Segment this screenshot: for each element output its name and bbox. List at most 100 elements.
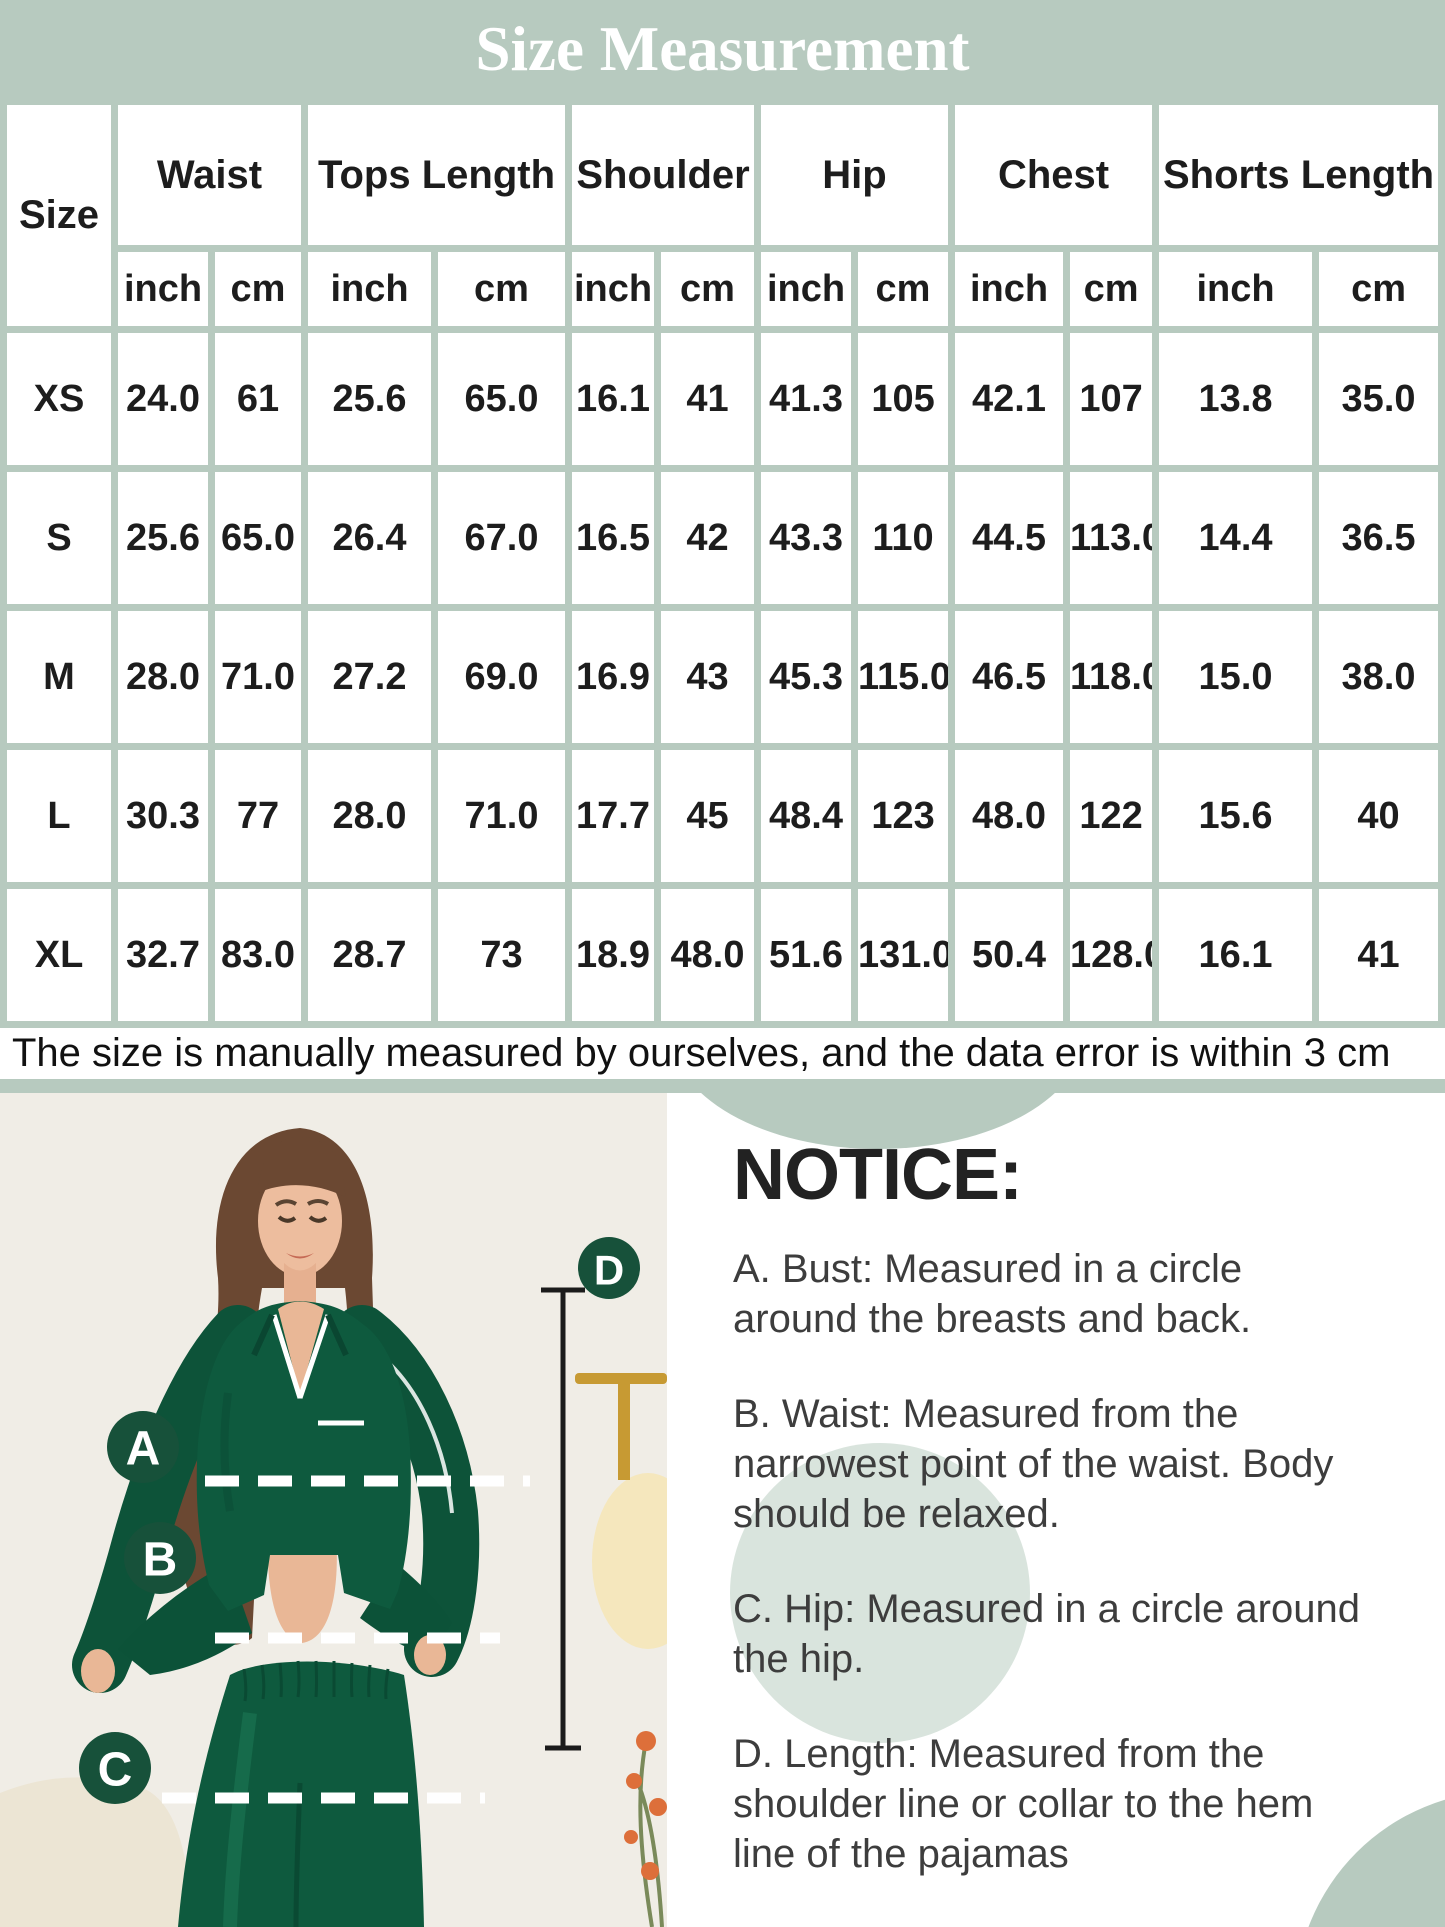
notice-item-hip: C. Hip: Measured in a circle around the … xyxy=(733,1587,1360,1681)
measurement-cell: 16.5 xyxy=(572,472,655,604)
unit-header: inch xyxy=(118,252,208,326)
measurement-cell: 51.6 xyxy=(761,889,852,1021)
measurement-cell: 15.0 xyxy=(1159,611,1313,743)
measurement-cell: 115.0 xyxy=(858,611,949,743)
measurement-cell: 43.3 xyxy=(761,472,852,604)
left-hand xyxy=(81,1649,115,1693)
table-row-xl: XL 32.7 83.0 28.7 73 18.9 48.0 51.6 131.… xyxy=(7,889,1439,1021)
measurement-cell: 36.5 xyxy=(1319,472,1439,604)
neckline xyxy=(278,1301,324,1395)
waistband-gathers xyxy=(242,1660,390,1702)
unit-header: inch xyxy=(761,252,852,326)
table-row-l: L 30.3 77 28.0 71.0 17.7 45 48.4 123 48.… xyxy=(7,750,1439,882)
marker-d-label: D xyxy=(594,1247,624,1294)
measurement-cell: 16.1 xyxy=(572,333,655,465)
col-header-size: Size xyxy=(7,105,111,326)
unit-header: cm xyxy=(438,252,566,326)
measurement-cell: 30.3 xyxy=(118,750,208,882)
measurement-cell: 105 xyxy=(858,333,949,465)
measurement-cell: 45 xyxy=(661,750,755,882)
measurement-cell: 43 xyxy=(661,611,755,743)
measurement-cell: 28.0 xyxy=(118,611,208,743)
measurement-cell: 113.0 xyxy=(1070,472,1153,604)
hair-fringe xyxy=(258,1137,346,1197)
unit-header: cm xyxy=(1319,252,1439,326)
midriff xyxy=(267,1533,337,1643)
measurement-cell: 131.0 xyxy=(858,889,949,1021)
measurement-cell: 73 xyxy=(438,889,566,1021)
measurement-cell: 35.0 xyxy=(1319,333,1439,465)
bottom-section: A B C D NOTICE: A. Bust: Measured in a c… xyxy=(0,1086,1445,1927)
decorative-circle xyxy=(730,1443,1030,1743)
measurement-cell: 65.0 xyxy=(438,333,566,465)
fabric-shading xyxy=(220,1392,234,1512)
measurement-cell: 69.0 xyxy=(438,611,566,743)
eyebrows xyxy=(274,1199,330,1207)
table-row-xs: XS 24.0 61 25.6 65.0 16.1 41 41.3 105 42… xyxy=(7,333,1439,465)
measurement-disclaimer: The size is manually measured by ourselv… xyxy=(0,1028,1445,1086)
measurement-cell: 44.5 xyxy=(955,472,1064,604)
unit-header: inch xyxy=(955,252,1064,326)
table-row-s: S 25.6 65.0 26.4 67.0 16.5 42 43.3 110 4… xyxy=(7,472,1439,604)
size-measurement-table: Size Waist Tops Length Shoulder Hip Ches… xyxy=(0,98,1445,1028)
measurement-cell: 48.0 xyxy=(955,750,1064,882)
unit-header: cm xyxy=(661,252,755,326)
table-header-row: Size Waist Tops Length Shoulder Hip Ches… xyxy=(7,105,1439,326)
measurement-cell: 42.1 xyxy=(955,333,1064,465)
pajama-top xyxy=(196,1301,411,1611)
size-label: XS xyxy=(7,333,111,465)
marker-a-label: A xyxy=(126,1423,161,1476)
marker-b-badge: B xyxy=(124,1522,196,1594)
measurement-cell: 24.0 xyxy=(118,333,208,465)
table-unit-row: inch cm inch cm inch cm inch cm inch cm … xyxy=(7,252,1439,326)
measurement-cell: 122 xyxy=(1070,750,1153,882)
measurement-cell: 107 xyxy=(1070,333,1153,465)
measurement-cell: 26.4 xyxy=(308,472,432,604)
pant-highlight xyxy=(223,1712,257,1927)
model-photo-figure: A B C D xyxy=(0,1093,667,1927)
right-hand xyxy=(414,1635,446,1675)
measurement-cell: 110 xyxy=(858,472,949,604)
unit-header: cm xyxy=(858,252,949,326)
measurement-cell: 48.0 xyxy=(661,889,755,1021)
measurement-cell: 45.3 xyxy=(761,611,852,743)
measurement-cell: 46.5 xyxy=(955,611,1064,743)
lips xyxy=(286,1253,314,1259)
measurement-cell: 27.2 xyxy=(308,611,432,743)
measurement-cell: 41 xyxy=(1319,889,1439,1021)
measurement-cell: 48.4 xyxy=(761,750,852,882)
section-divider xyxy=(0,1086,1445,1093)
measurement-cell: 25.6 xyxy=(308,333,432,465)
unit-header: cm xyxy=(215,252,302,326)
measurement-cell: 123 xyxy=(858,750,949,882)
marker-c-badge: C xyxy=(79,1732,151,1804)
notice-heading: NOTICE: xyxy=(733,1135,1023,1215)
size-label: M xyxy=(7,611,111,743)
measurement-cell: 25.6 xyxy=(118,472,208,604)
gold-lamp xyxy=(575,1373,667,1649)
marker-b-label: B xyxy=(143,1534,178,1587)
measurement-cell: 71.0 xyxy=(215,611,302,743)
measurement-cell: 32.7 xyxy=(118,889,208,1021)
measurement-cell: 67.0 xyxy=(438,472,566,604)
measurement-cell: 41.3 xyxy=(761,333,852,465)
measurement-cell: 77 xyxy=(215,750,302,882)
measurement-cell: 16.9 xyxy=(572,611,655,743)
measurement-cell: 118.0 xyxy=(1070,611,1153,743)
measurement-cell: 28.7 xyxy=(308,889,432,1021)
unit-header: inch xyxy=(308,252,432,326)
measurement-cell: 18.9 xyxy=(572,889,655,1021)
notice-item-length: D. Length: Measured from the shoulder li… xyxy=(733,1732,1314,1876)
measurement-cell: 17.7 xyxy=(572,750,655,882)
unit-header: inch xyxy=(572,252,655,326)
col-header-hip: Hip xyxy=(761,105,949,245)
unit-header: cm xyxy=(1070,252,1153,326)
notice-panel: NOTICE: A. Bust: Measured in a circle ar… xyxy=(667,1086,1445,1927)
measurement-cell: 14.4 xyxy=(1159,472,1313,604)
measurement-overlays: A B C D xyxy=(79,1237,640,1804)
measurement-cell: 16.1 xyxy=(1159,889,1313,1021)
measurement-cell: 61 xyxy=(215,333,302,465)
couch xyxy=(0,1777,192,1927)
col-header-waist: Waist xyxy=(118,105,302,245)
